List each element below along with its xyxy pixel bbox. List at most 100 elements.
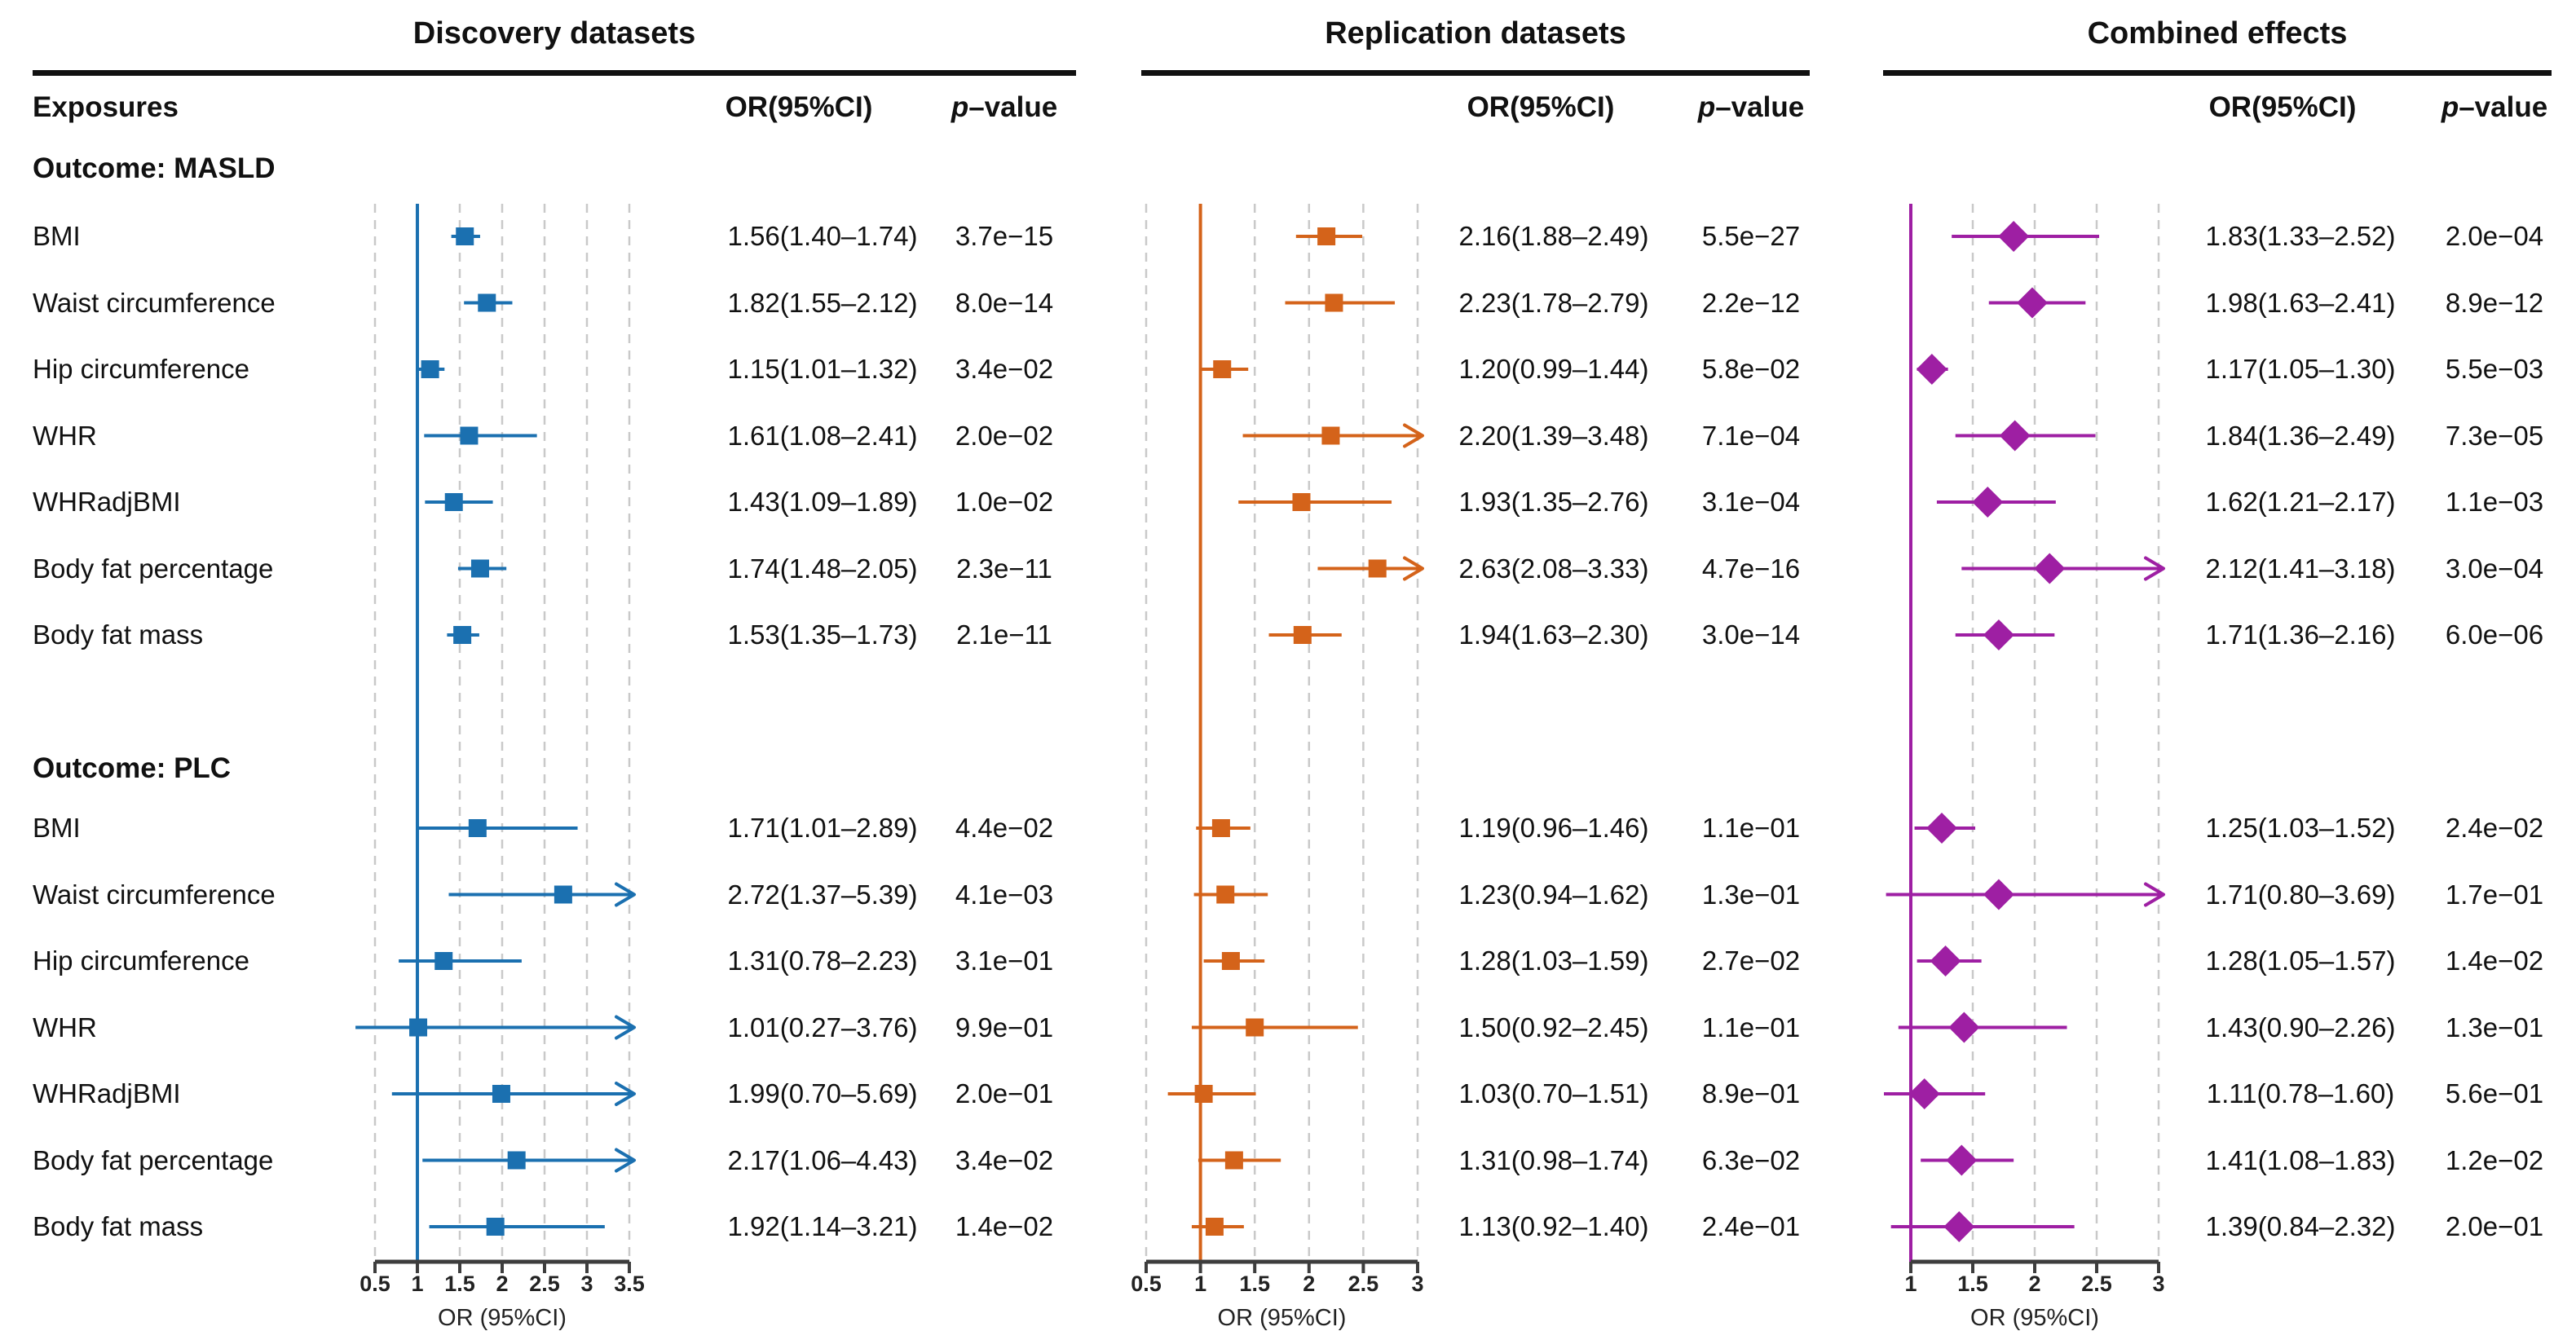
exposure-label: Body fat percentage	[33, 1144, 274, 1175]
point-marker	[1972, 487, 2004, 518]
or-value: 1.84(1.36–2.49)	[2205, 420, 2396, 451]
or-value: 1.94(1.63–2.30)	[1458, 619, 1649, 650]
point-marker	[1224, 1151, 1243, 1170]
p-value: 3.7e−15	[955, 221, 1054, 251]
axis-tick-label: 3.5	[614, 1272, 645, 1296]
axis-tick-label: 3	[580, 1272, 593, 1296]
axis-label: OR (95%CI)	[1970, 1305, 2099, 1331]
ci-arrow-icon	[615, 1148, 636, 1173]
header-rule	[33, 70, 1076, 76]
axis-tick-label: 2	[1303, 1272, 1315, 1296]
axis-tick-label: 0.5	[1131, 1272, 1162, 1296]
or-value: 1.25(1.03–1.52)	[2205, 813, 2396, 843]
p-value: 4.7e−16	[1701, 553, 1801, 584]
or-value: 1.99(0.70–5.69)	[727, 1078, 918, 1109]
axis-tick-label: 1	[1904, 1272, 1917, 1296]
or-value: 2.72(1.37–5.39)	[727, 879, 918, 910]
exposure-label: BMI	[33, 221, 81, 251]
or-value: 1.31(0.98–1.74)	[1458, 1144, 1649, 1175]
p-value: 5.5e−03	[2445, 354, 2544, 384]
ci-arrow-icon	[615, 1082, 636, 1106]
point-marker	[1368, 559, 1387, 578]
p-value-header: p–value	[1698, 91, 1804, 124]
or-value: 1.71(1.36–2.16)	[2205, 619, 2396, 650]
p-header-rest: –value	[1715, 91, 1805, 123]
exposure-label: Body fat percentage	[33, 553, 274, 584]
p-value: 1.3e−01	[1701, 879, 1801, 910]
point-marker	[1213, 360, 1232, 378]
or-value: 1.41(1.08–1.83)	[2205, 1144, 2396, 1175]
point-marker	[478, 293, 496, 312]
p-value: 9.9e−01	[955, 1012, 1054, 1042]
or-header: OR(95%CI)	[725, 91, 873, 123]
or-value: 1.62(1.21–2.17)	[2205, 487, 2396, 517]
p-value: 1.0e−02	[955, 487, 1054, 517]
p-value: 2.0e−01	[955, 1078, 1054, 1109]
point-marker	[1292, 493, 1311, 511]
axis-tick-label: 1	[1194, 1272, 1206, 1296]
axis-tick-label: 1.5	[1957, 1272, 1988, 1296]
p-value: 2.4e−02	[2445, 813, 2544, 843]
axis-tick-label: 2.5	[1348, 1272, 1379, 1296]
axis-tick-label: 2.5	[2081, 1272, 2112, 1296]
p-value: 3.4e−02	[955, 354, 1054, 384]
p-value: 3.0e−14	[1701, 619, 1801, 650]
or-value: 1.13(0.92–1.40)	[1458, 1211, 1649, 1241]
point-marker	[470, 559, 489, 578]
p-value: 4.4e−02	[955, 813, 1054, 843]
or-value: 1.03(0.70–1.51)	[1458, 1078, 1649, 1109]
point-marker	[1948, 1012, 1980, 1043]
axis-tick-label: 0.5	[359, 1272, 390, 1296]
point-marker	[1916, 354, 1947, 385]
exposure-label: Hip circumference	[33, 354, 249, 384]
p-value: 5.5e−27	[1701, 221, 1801, 251]
p-value-header: p–value	[951, 91, 1057, 124]
point-marker	[2034, 553, 2066, 584]
p-header-rest: –value	[968, 91, 1058, 123]
p-value: 3.1e−04	[1701, 487, 1801, 517]
axis-tick-label: 3	[1411, 1272, 1423, 1296]
point-marker	[1908, 1078, 1940, 1109]
p-value: 1.7e−01	[2445, 879, 2544, 910]
p-value: 8.9e−12	[2445, 287, 2544, 318]
or-value: 1.92(1.14–3.21)	[727, 1211, 918, 1241]
ci-arrow-icon	[1403, 556, 1424, 581]
ci-arrow-icon	[615, 882, 636, 907]
point-marker	[507, 1151, 526, 1170]
p-value: 8.9e−01	[1701, 1078, 1801, 1109]
or-value: 1.43(1.09–1.89)	[727, 487, 918, 517]
p-value-header: p–value	[2441, 91, 2547, 124]
point-marker	[1930, 945, 1961, 976]
p-value: 1.4e−02	[2445, 945, 2544, 976]
point-marker	[1211, 819, 1230, 837]
p-value: 6.3e−02	[1701, 1144, 1801, 1175]
or-value: 1.61(1.08–2.41)	[727, 420, 918, 451]
point-marker	[1216, 885, 1235, 904]
or-value: 1.71(1.01–2.89)	[727, 813, 918, 843]
or-value: 1.11(0.78–1.60)	[2206, 1078, 2395, 1109]
point-marker	[492, 1085, 510, 1103]
or-value: 2.12(1.41–3.18)	[2205, 553, 2396, 584]
p-value: 1.3e−01	[2445, 1012, 2544, 1042]
or-header: OR(95%CI)	[2208, 91, 2357, 123]
or-value: 1.31(0.78–2.23)	[727, 945, 918, 976]
point-marker	[421, 360, 439, 378]
or-value: 1.19(0.96–1.46)	[1458, 813, 1649, 843]
axis-tick-label: 3	[2152, 1272, 2164, 1296]
or-value: 1.50(0.92–2.45)	[1458, 1012, 1649, 1042]
p-value: 3.4e−02	[955, 1144, 1054, 1175]
or-value: 1.98(1.63–2.41)	[2205, 287, 2396, 318]
p-value: 2.0e−02	[955, 420, 1054, 451]
point-marker	[1998, 221, 2030, 252]
p-value: 2.4e−01	[1701, 1211, 1801, 1241]
exposure-label: Waist circumference	[33, 879, 276, 910]
or-value: 2.20(1.39–3.48)	[1458, 420, 1649, 451]
axis-tick-label: 1	[411, 1272, 423, 1296]
p-value: 8.0e−14	[955, 287, 1054, 318]
ci-arrow-icon	[1403, 423, 1424, 448]
ci-arrow-icon	[615, 1015, 636, 1040]
point-marker	[1926, 813, 1957, 844]
